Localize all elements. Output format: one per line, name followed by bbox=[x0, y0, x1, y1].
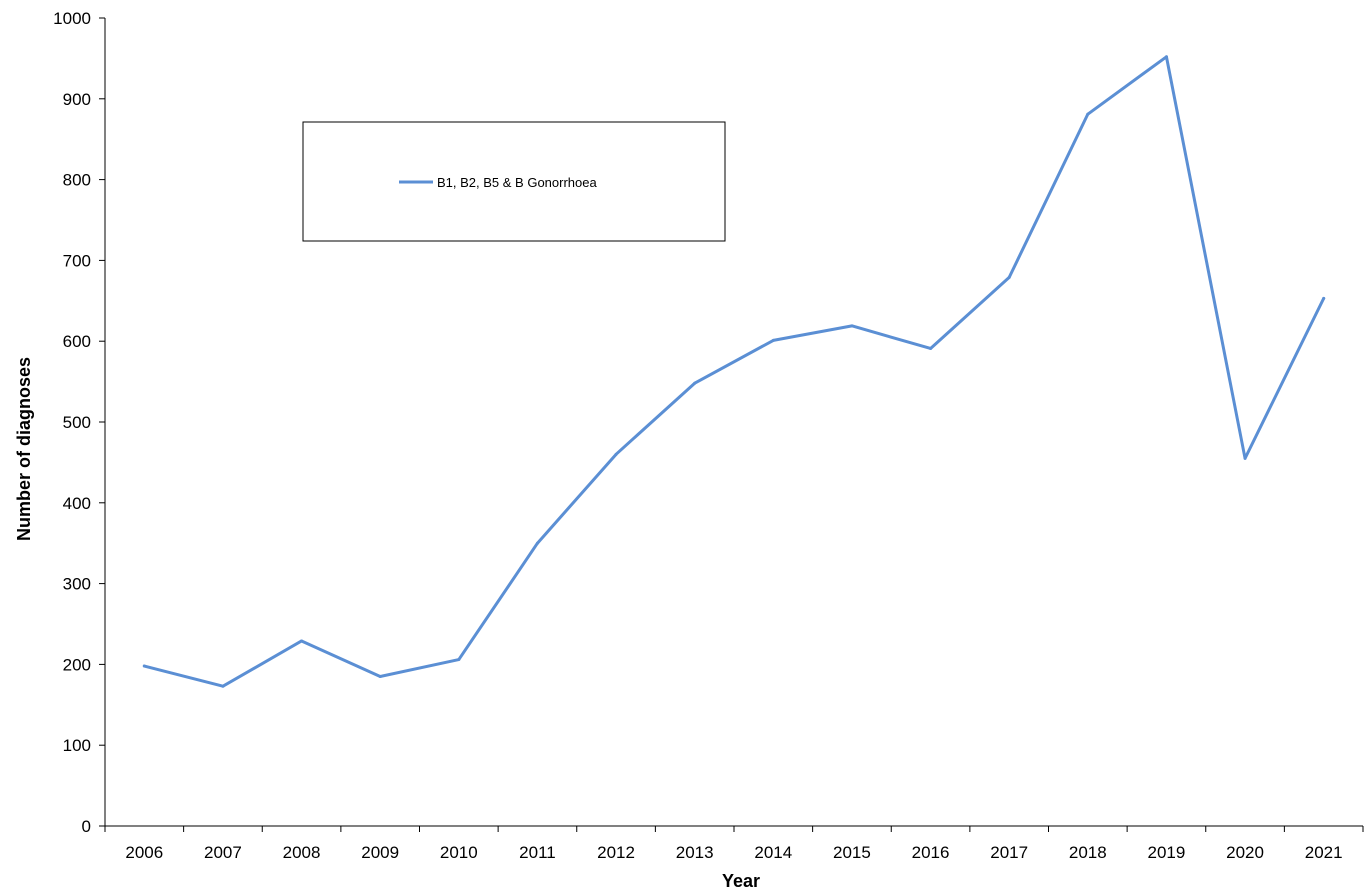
data-point bbox=[1007, 275, 1011, 279]
x-tick-label: 2011 bbox=[519, 843, 556, 862]
data-point bbox=[378, 675, 382, 679]
y-tick-label: 400 bbox=[63, 494, 91, 513]
x-tick-label: 2016 bbox=[912, 843, 950, 862]
x-tick-label: 2012 bbox=[597, 843, 635, 862]
data-point bbox=[535, 541, 539, 545]
legend-box bbox=[302, 121, 726, 242]
y-tick-label: 900 bbox=[63, 90, 91, 109]
data-point bbox=[850, 324, 854, 328]
y-tick-label: 500 bbox=[63, 413, 91, 432]
x-tick-label: 2021 bbox=[1305, 843, 1343, 862]
x-tick-label: 2015 bbox=[833, 843, 871, 862]
legend: B1, B2, B5 & B Gonorrhoea bbox=[302, 121, 726, 242]
y-tick-label: 600 bbox=[63, 332, 91, 351]
legend-label: B1, B2, B5 & B Gonorrhoea bbox=[437, 175, 597, 190]
y-tick-label: 800 bbox=[63, 171, 91, 190]
x-tick-label: 2006 bbox=[125, 843, 163, 862]
y-axis-title: Number of diagnoses bbox=[14, 357, 34, 541]
data-point bbox=[1243, 456, 1247, 460]
x-tick-label: 2018 bbox=[1069, 843, 1107, 862]
x-axis-ticks: 2006 2007 2008 2009 2010 2011 2012 2013 2014 2015… bbox=[104, 826, 1364, 862]
data-point bbox=[614, 452, 618, 456]
data-point bbox=[1322, 296, 1326, 300]
y-tick-label: 1000 bbox=[53, 9, 91, 28]
x-tick-label: 2010 bbox=[440, 843, 478, 862]
x-tick-label: 2013 bbox=[676, 843, 714, 862]
data-point bbox=[142, 664, 146, 668]
x-tick-label: 2019 bbox=[1148, 843, 1186, 862]
data-point bbox=[457, 658, 461, 662]
x-tick-label: 2017 bbox=[990, 843, 1028, 862]
y-tick-label: 200 bbox=[63, 655, 91, 674]
data-point bbox=[1164, 55, 1168, 59]
axes bbox=[104, 18, 1363, 827]
y-axis-ticks: 0 100 200 300 400 500 600 700 800 900 1000 bbox=[53, 9, 105, 836]
x-tick-label: 2020 bbox=[1226, 843, 1264, 862]
data-point bbox=[221, 684, 225, 688]
x-axis-title: Year bbox=[722, 871, 760, 891]
data-point bbox=[693, 381, 697, 385]
series-layer bbox=[142, 55, 1326, 688]
series-line bbox=[142, 55, 1326, 688]
x-tick-label: 2014 bbox=[754, 843, 792, 862]
x-tick-label: 2007 bbox=[204, 843, 242, 862]
data-point bbox=[300, 639, 304, 643]
data-point bbox=[1086, 112, 1090, 116]
y-tick-label: 300 bbox=[63, 575, 91, 594]
x-tick-label: 2008 bbox=[283, 843, 321, 862]
data-point bbox=[929, 346, 933, 350]
y-tick-label: 700 bbox=[63, 251, 91, 270]
data-point bbox=[771, 338, 775, 342]
y-tick-label: 0 bbox=[82, 817, 91, 836]
y-tick-label: 100 bbox=[63, 736, 91, 755]
x-tick-label: 2009 bbox=[361, 843, 399, 862]
